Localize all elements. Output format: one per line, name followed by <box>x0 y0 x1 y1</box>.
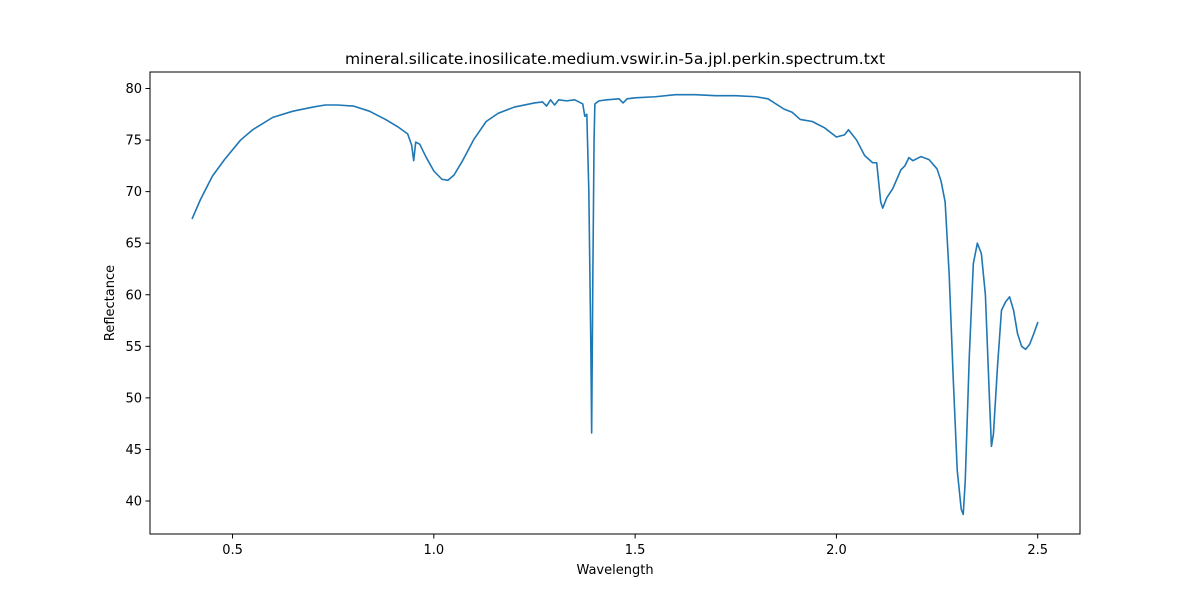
reflectance-series-line <box>191 93 1039 516</box>
y-tick-label: 60 <box>125 288 142 303</box>
x-tick-label: 0.5 <box>222 543 243 558</box>
y-axis-ticks: 40 45 50 55 60 65 70 75 80 <box>125 82 150 510</box>
chart-title: mineral.silicate.inosilicate.medium.vswi… <box>345 50 885 68</box>
x-axis-title: Wavelength <box>576 563 653 578</box>
y-tick-label: 40 <box>125 495 142 510</box>
y-tick-label: 80 <box>125 82 142 97</box>
y-tick-label: 55 <box>125 340 142 355</box>
y-tick-label: 65 <box>125 237 142 252</box>
x-tick-label: 2.0 <box>826 543 847 558</box>
y-tick-label: 70 <box>125 185 142 200</box>
y-axis-title: Reflectance <box>103 265 118 341</box>
y-tick-label: 45 <box>125 443 142 458</box>
x-tick-label: 1.5 <box>625 543 646 558</box>
y-tick-label: 75 <box>125 134 142 149</box>
x-axis-ticks: 0.5 1.0 1.5 2.0 2.5 <box>222 534 1048 558</box>
plot-frame <box>149 71 1081 535</box>
x-tick-label: 1.0 <box>423 543 444 558</box>
plot-area <box>150 72 1080 534</box>
x-tick-label: 2.5 <box>1027 543 1048 558</box>
y-tick-label: 50 <box>125 391 142 406</box>
